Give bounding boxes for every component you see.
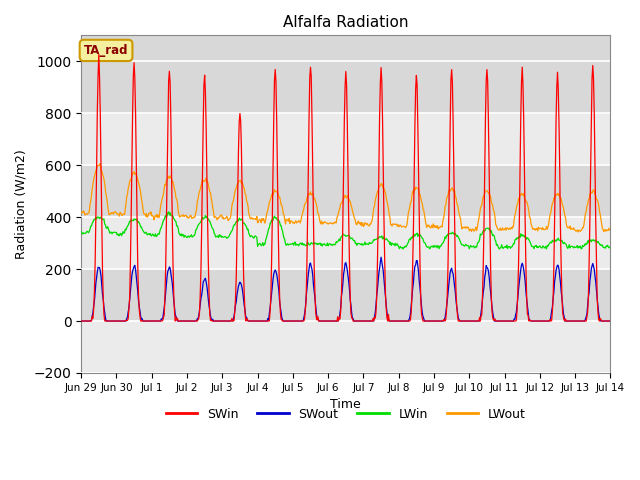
Legend: SWin, SWout, LWin, LWout: SWin, SWout, LWin, LWout [161,403,531,426]
Title: Alfalfa Radiation: Alfalfa Radiation [283,15,408,30]
X-axis label: Time: Time [330,398,361,411]
Bar [81,269,611,321]
Bar [81,217,611,269]
Y-axis label: Radiation (W/m2): Radiation (W/m2) [15,149,28,259]
Bar [81,113,611,165]
Bar [81,61,611,113]
Bar [81,165,611,217]
Bar [81,321,611,373]
Text: TA_rad: TA_rad [84,44,128,57]
